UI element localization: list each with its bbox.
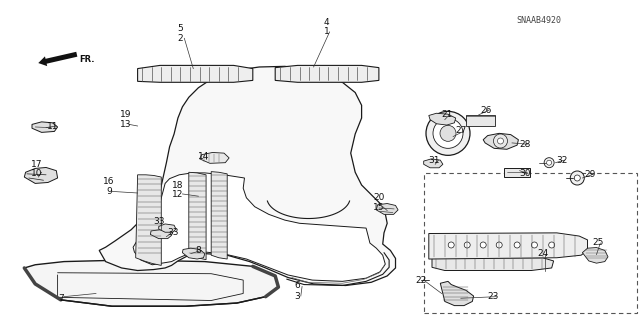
- Text: 7: 7: [58, 294, 63, 303]
- Circle shape: [440, 125, 456, 141]
- Text: 23: 23: [487, 292, 499, 301]
- Text: 17: 17: [31, 160, 43, 169]
- Text: 27: 27: [455, 126, 467, 135]
- Text: 12: 12: [172, 190, 184, 199]
- Bar: [504, 168, 530, 177]
- Circle shape: [426, 111, 470, 155]
- Text: 16: 16: [103, 177, 115, 186]
- Text: SNAAB4920: SNAAB4920: [516, 16, 561, 25]
- Text: 29: 29: [584, 170, 596, 179]
- Circle shape: [448, 242, 454, 248]
- Polygon shape: [429, 233, 588, 259]
- Text: 9: 9: [106, 187, 111, 196]
- Polygon shape: [582, 248, 608, 263]
- Polygon shape: [182, 248, 205, 259]
- Circle shape: [464, 242, 470, 248]
- Polygon shape: [99, 66, 396, 286]
- Text: 28: 28: [519, 140, 531, 149]
- Polygon shape: [189, 172, 206, 260]
- Polygon shape: [432, 258, 554, 271]
- Polygon shape: [483, 133, 518, 149]
- Polygon shape: [200, 152, 229, 163]
- Bar: [466, 115, 495, 126]
- Polygon shape: [440, 281, 474, 306]
- Text: 31: 31: [428, 156, 440, 165]
- Text: 32: 32: [556, 156, 568, 165]
- Circle shape: [433, 118, 463, 148]
- FancyArrow shape: [38, 52, 77, 66]
- Circle shape: [570, 171, 584, 185]
- Text: 11: 11: [47, 122, 58, 130]
- Polygon shape: [275, 65, 379, 82]
- Polygon shape: [24, 260, 278, 306]
- Polygon shape: [24, 167, 58, 183]
- Text: 4: 4: [324, 18, 329, 27]
- Text: 19: 19: [120, 110, 131, 119]
- Polygon shape: [150, 230, 172, 239]
- Circle shape: [497, 138, 504, 144]
- Circle shape: [493, 134, 508, 148]
- Circle shape: [574, 175, 580, 181]
- Bar: [424, 173, 637, 313]
- Circle shape: [531, 242, 538, 248]
- Polygon shape: [424, 159, 443, 168]
- Polygon shape: [133, 173, 385, 281]
- Polygon shape: [136, 175, 161, 265]
- Text: 33: 33: [153, 217, 164, 226]
- Circle shape: [548, 242, 555, 248]
- Text: 30: 30: [519, 169, 531, 178]
- Text: 26: 26: [481, 106, 492, 115]
- Circle shape: [480, 242, 486, 248]
- Circle shape: [544, 158, 554, 168]
- Text: 21: 21: [441, 110, 452, 119]
- Text: 8: 8: [196, 246, 201, 255]
- Polygon shape: [376, 204, 398, 214]
- Polygon shape: [32, 122, 58, 132]
- Text: 13: 13: [120, 120, 131, 129]
- Text: 5: 5: [178, 24, 183, 33]
- Text: 25: 25: [593, 238, 604, 247]
- Text: 15: 15: [373, 203, 385, 212]
- Polygon shape: [138, 65, 253, 82]
- Text: 14: 14: [198, 152, 209, 161]
- Text: 10: 10: [31, 169, 43, 178]
- Polygon shape: [159, 224, 176, 232]
- Text: 22: 22: [415, 276, 427, 285]
- Text: 18: 18: [172, 181, 184, 189]
- Polygon shape: [211, 172, 227, 259]
- Text: FR.: FR.: [79, 55, 95, 64]
- Text: 33: 33: [167, 228, 179, 237]
- Circle shape: [514, 242, 520, 248]
- Polygon shape: [429, 113, 456, 125]
- Text: 24: 24: [537, 249, 548, 258]
- Text: 1: 1: [324, 27, 329, 36]
- Text: 6: 6: [295, 281, 300, 290]
- Circle shape: [547, 160, 552, 165]
- Circle shape: [496, 242, 502, 248]
- Text: 20: 20: [373, 193, 385, 202]
- Text: 2: 2: [178, 34, 183, 43]
- Text: 3: 3: [295, 292, 300, 301]
